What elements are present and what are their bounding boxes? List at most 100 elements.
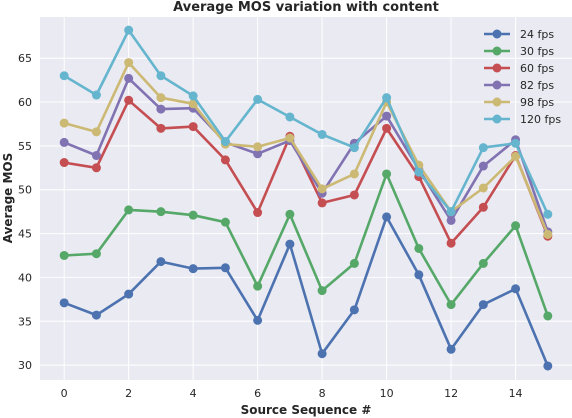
data-point [317,184,327,194]
data-series [59,25,553,371]
data-point [349,258,359,268]
y-axis-label: Average MOS [1,153,15,244]
legend: 24 fps 30 fps 60 fps 82 fps 98 fps 120 fps [484,28,561,126]
legend-label: 82 fps [520,79,554,92]
data-point [446,215,456,225]
data-point [478,143,488,153]
data-point [543,361,553,371]
legend-item: 30 fps [484,45,554,58]
legend-label: 120 fps [520,113,561,126]
data-point [317,349,327,359]
data-point [285,209,295,219]
data-point [478,161,488,171]
legend-marker [492,97,502,107]
data-point [253,281,263,291]
data-point [124,289,134,299]
data-point [59,158,69,168]
data-point [349,305,359,315]
legend-marker [492,80,502,90]
series-line [63,99,550,245]
data-point [253,208,263,218]
data-point [511,151,521,161]
legend-label: 98 fps [520,96,554,109]
data-point [349,190,359,200]
data-point [382,169,392,179]
data-point [124,25,134,35]
data-point [285,112,295,122]
series-120-fps [59,25,553,219]
data-point [220,217,230,227]
data-point [349,143,359,153]
data-point [285,133,295,143]
x-tick-label: 0 [61,387,68,400]
data-point [156,257,166,267]
series-30-fps [59,169,553,321]
data-point [414,243,424,253]
data-point [124,95,134,105]
data-point [188,210,198,220]
data-point [478,202,488,212]
x-tick-label: 12 [444,387,458,400]
data-point [446,344,456,354]
data-point [156,123,166,133]
x-tick-label: 10 [380,387,394,400]
data-point [156,104,166,114]
data-point [285,239,295,249]
data-point [253,149,263,159]
legend-marker [492,46,502,56]
data-point [188,264,198,274]
data-point [188,91,198,101]
data-point [478,300,488,310]
legend-item: 98 fps [484,96,554,109]
x-tick-label: 8 [319,387,326,400]
legend-item: 24 fps [484,28,554,41]
data-point [317,129,327,139]
legend-item: 60 fps [484,62,554,75]
x-axis-label: Source Sequence # [241,403,372,417]
data-point [382,212,392,222]
y-tick-label: 45 [18,228,32,241]
y-tick-label: 65 [18,52,32,65]
data-point [511,138,521,148]
legend-item: 82 fps [484,79,554,92]
data-point [511,221,521,231]
data-point [446,207,456,217]
data-point [414,167,424,177]
y-tick-label: 35 [18,315,32,328]
data-point [478,183,488,193]
plot-area [40,17,572,380]
data-point [188,99,198,109]
data-point [220,155,230,165]
series-line [63,215,549,367]
legend-marker [492,63,502,73]
data-point [59,71,69,81]
legend-label: 60 fps [520,62,554,75]
series-line [63,28,549,215]
y-tick-label: 50 [18,184,32,197]
data-point [91,163,101,173]
data-point [478,258,488,268]
data-point [59,298,69,308]
data-point [156,207,166,217]
data-point [317,286,327,296]
y-tick-labels: 30 35 40 45 50 55 60 65 [18,52,32,372]
x-tick-label: 2 [125,387,132,400]
data-point [91,310,101,320]
legend-item: 120 fps [484,113,561,126]
data-point [91,127,101,137]
legend-marker [492,29,502,39]
data-point [124,58,134,68]
data-point [382,111,392,121]
data-point [59,118,69,128]
legend-label: 24 fps [520,28,554,41]
series-24-fps [59,212,553,371]
legend-label: 30 fps [520,45,554,58]
x-tick-label: 14 [509,387,523,400]
data-point [91,151,101,161]
y-tick-label: 30 [18,359,32,372]
chart-title: Average MOS variation with content [173,0,439,15]
legend-marker [492,114,502,124]
data-point [156,71,166,81]
series-line [63,61,550,235]
data-point [59,250,69,260]
